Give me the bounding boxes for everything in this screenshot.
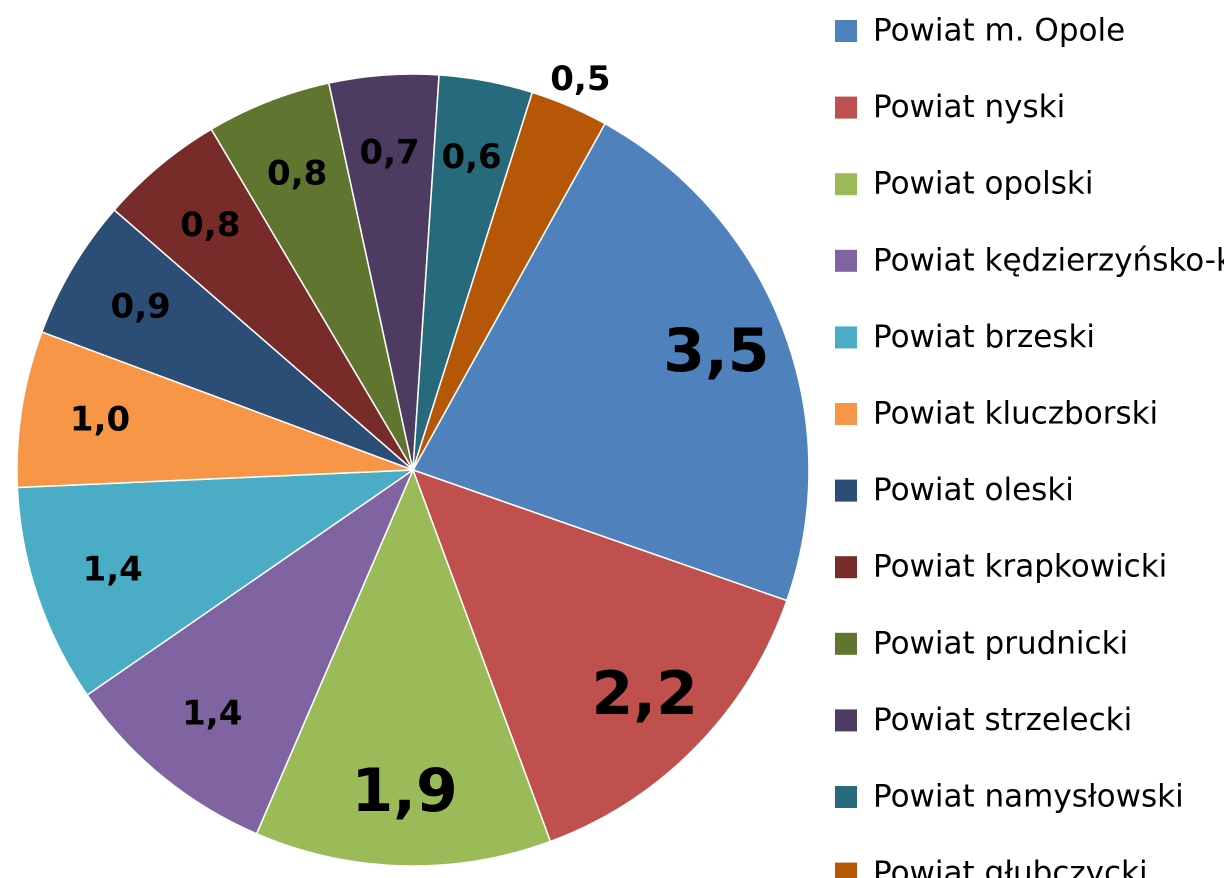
pie-slice xyxy=(255,467,552,867)
legend-label: Powiat namysłowski xyxy=(873,779,1184,815)
pie-slice xyxy=(40,208,414,471)
legend-swatch xyxy=(835,173,857,196)
legend-swatch xyxy=(835,632,857,655)
data-label: 1,4 xyxy=(182,694,242,734)
data-label: 3,5 xyxy=(663,316,769,386)
data-label: 0,7 xyxy=(359,133,419,173)
data-label: 1,4 xyxy=(83,549,143,589)
legend-label: Powiat kędzierzyńsko-kozielski xyxy=(873,242,1224,278)
data-label: 0,8 xyxy=(267,154,327,194)
data-label: 0,6 xyxy=(441,137,501,177)
legend-swatch xyxy=(835,20,857,42)
legend-label: Powiat prudnicki xyxy=(873,625,1128,661)
legend-label: Powiat m. Opole xyxy=(873,13,1125,49)
legend-label: Powiat oleski xyxy=(873,472,1074,508)
legend-label: Powiat głubczycki xyxy=(873,855,1148,878)
legend-swatch xyxy=(835,403,857,425)
data-label: 0,8 xyxy=(180,205,240,245)
legend-label: Powiat kluczborski xyxy=(873,396,1158,432)
pie-slice xyxy=(411,122,810,602)
data-label: 0,9 xyxy=(111,287,171,327)
legend-swatch xyxy=(835,709,857,732)
pie-slice xyxy=(412,91,607,471)
legend-swatch xyxy=(835,479,857,502)
pie-slice xyxy=(16,469,416,697)
legend-label: Powiat strzelecki xyxy=(873,702,1132,738)
legend-swatch xyxy=(835,249,857,272)
legend-label: Powiat opolski xyxy=(873,166,1093,202)
legend-swatch xyxy=(835,862,857,878)
legend-swatch xyxy=(835,556,857,579)
pie-slice xyxy=(16,330,414,489)
legend-swatch xyxy=(835,786,857,808)
legend-label: Powiat brzeski xyxy=(873,319,1095,355)
data-label: 2,2 xyxy=(592,659,698,729)
pie-slice xyxy=(411,468,788,843)
data-label: 1,9 xyxy=(351,756,457,826)
legend-swatch xyxy=(835,326,857,349)
pie-slice xyxy=(86,467,415,835)
data-label: 1,0 xyxy=(70,399,130,439)
legend-swatch xyxy=(835,96,857,119)
data-label: 0,5 xyxy=(550,59,610,99)
legend-label: Powiat krapkowicki xyxy=(873,549,1167,585)
legend-label: Powiat nyski xyxy=(873,89,1065,125)
